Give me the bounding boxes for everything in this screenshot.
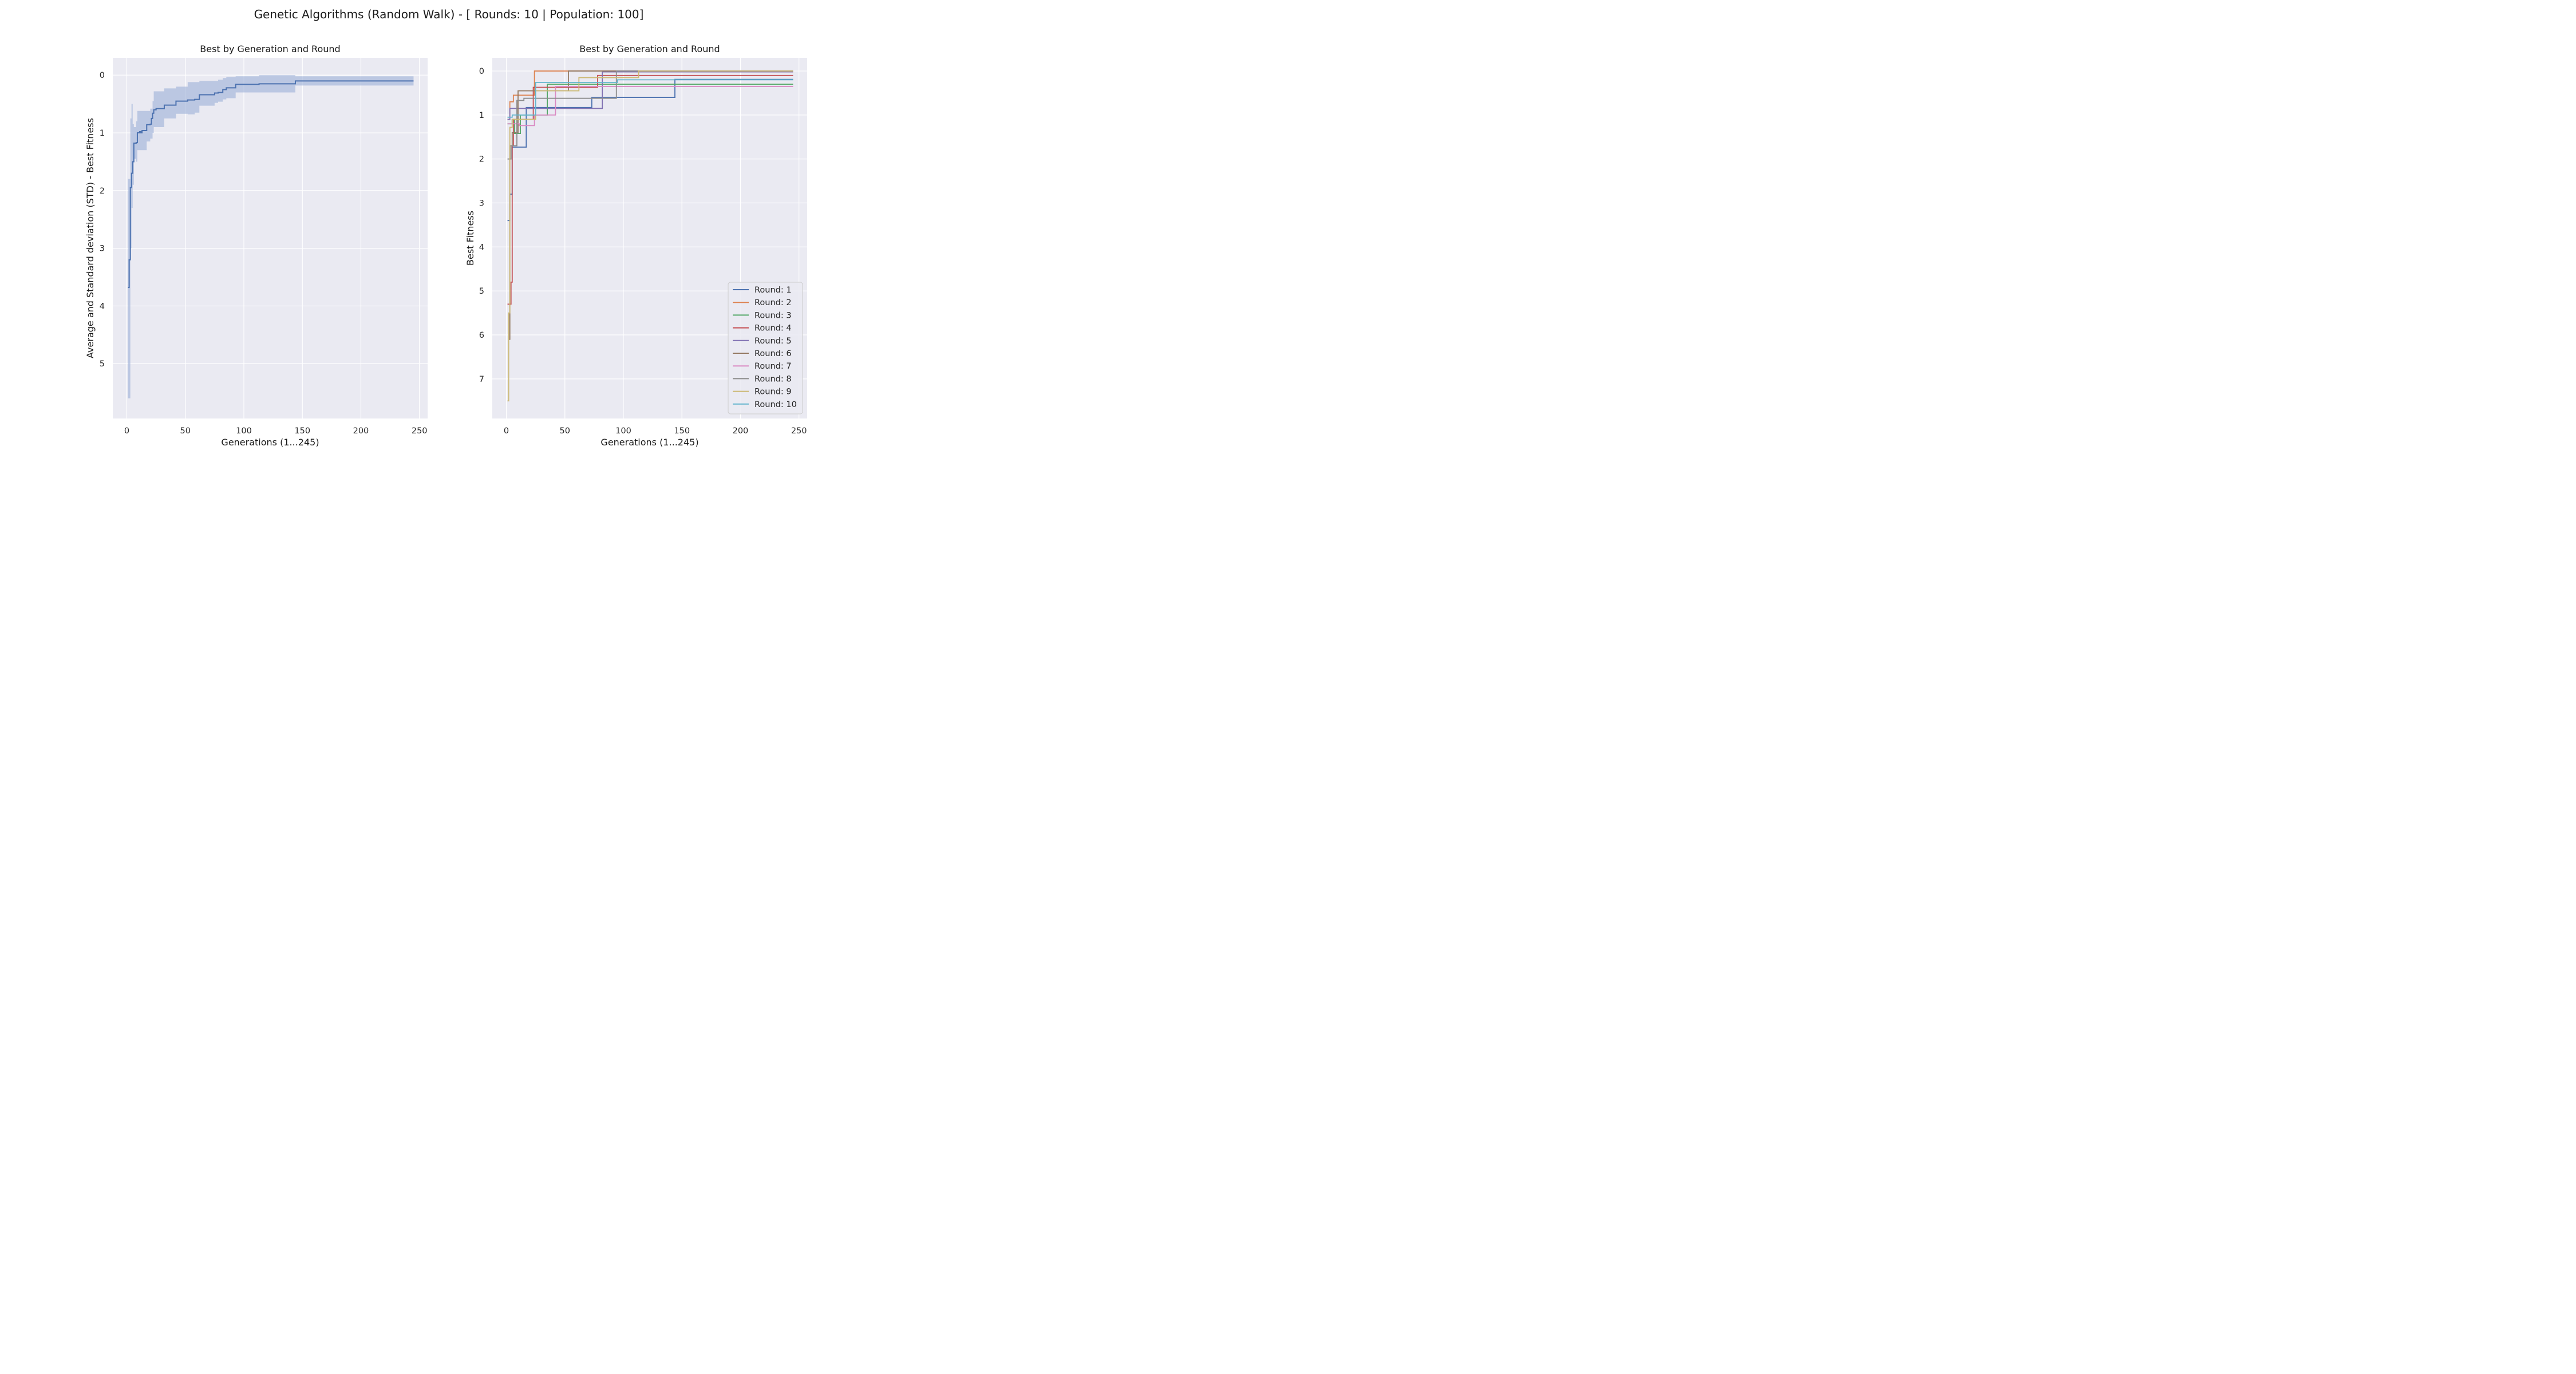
- legend-entry: Round: 7: [754, 362, 792, 371]
- std-band: [128, 75, 414, 398]
- y-tick-label: 0: [100, 71, 105, 80]
- legend-entry: Round: 6: [754, 349, 792, 358]
- legend-entry: Round: 5: [754, 337, 792, 346]
- x-tick-label: 250: [412, 427, 428, 436]
- series-line-round-9: [507, 70, 793, 402]
- x-tick-label: 150: [294, 427, 310, 436]
- x-tick-label: 100: [236, 427, 252, 436]
- figure: Genetic Algorithms (Random Walk) - [ Rou…: [85, 7, 807, 448]
- x-tick-label: 200: [353, 427, 369, 436]
- series-line-round-5: [507, 71, 793, 120]
- x-tick-label: 100: [615, 427, 631, 436]
- left-panel-mean-std: 0 50 100 150 200 250 0 1 2 3 4 5 Best by Generation …: [85, 44, 428, 448]
- y-tick-label: 2: [479, 155, 484, 164]
- x-tick-label: 250: [791, 427, 807, 436]
- x-tick-label: 0: [124, 427, 129, 436]
- y-tick-label: 3: [100, 244, 105, 254]
- y-tick-label: 2: [100, 187, 105, 196]
- series-line-round-8: [507, 70, 793, 160]
- y-axis-label: Average and Standard deviation (STD) - B…: [85, 118, 96, 358]
- series-line-round-10: [507, 79, 793, 118]
- panel-title: Best by Generation and Round: [200, 44, 340, 54]
- y-tick-label: 1: [479, 111, 484, 120]
- y-tick-label: 1: [100, 129, 105, 138]
- y-tick-label: 5: [479, 287, 484, 296]
- legend-entry: Round: 8: [754, 374, 792, 384]
- legend: Round: 1 Round: 2 Round: 3 Round: 4 Round: 5…: [728, 282, 803, 414]
- y-tick-label: 4: [479, 243, 484, 252]
- y-tick-label: 3: [479, 199, 484, 208]
- legend-entry: Round: 4: [754, 324, 792, 333]
- x-tick-label: 150: [674, 427, 690, 436]
- right-panel-rounds: 0 50 100 150 200 250 0 1 2 3 4 5 6 7 Best by Generatio…: [465, 44, 807, 448]
- legend-entry: Round: 3: [754, 311, 792, 320]
- legend-entry: Round: 2: [754, 298, 792, 307]
- y-tick-label: 7: [479, 375, 484, 384]
- y-tick-label: 0: [479, 67, 484, 76]
- x-tick-label: 0: [504, 427, 509, 436]
- legend-entry: Round: 9: [754, 388, 792, 397]
- x-axis-label: Generations (1...245): [221, 437, 319, 448]
- y-axis-label: Best Fitness: [465, 211, 476, 266]
- legend-entry: Round: 1: [754, 286, 792, 295]
- y-tick-label: 4: [100, 302, 105, 311]
- mean-line: [128, 80, 414, 289]
- y-tick-label: 6: [479, 331, 484, 340]
- figure-title: Genetic Algorithms (Random Walk) - [ Rou…: [254, 7, 644, 21]
- x-tick-label: 200: [733, 427, 749, 436]
- x-tick-label: 50: [560, 427, 570, 436]
- panel-title: Best by Generation and Round: [579, 44, 720, 54]
- x-axis-label: Generations (1...245): [600, 437, 698, 448]
- x-tick-label: 50: [180, 427, 191, 436]
- y-tick-label: 5: [100, 360, 105, 369]
- legend-entry: Round: 10: [754, 400, 797, 409]
